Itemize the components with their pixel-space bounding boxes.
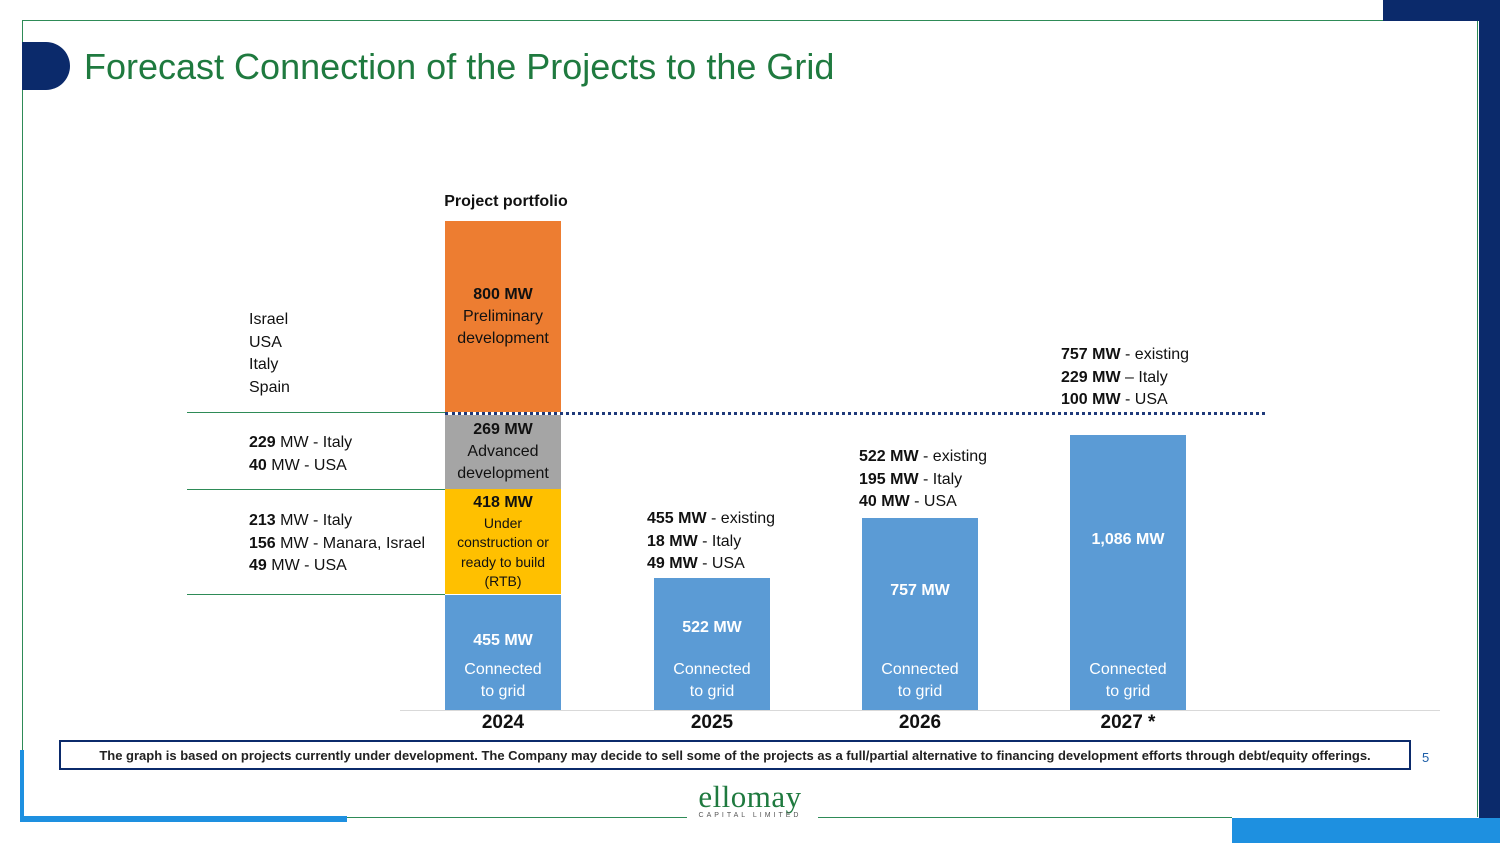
bar-segment-advanced: 269 MW Advanced development	[445, 415, 561, 489]
left-label-row: 49 MW - USA	[249, 557, 347, 574]
bar-value-label: 455 MW	[473, 632, 533, 649]
left-labels-rtb: 213 MW - Italy 156 MW - Manara, Israel 4…	[249, 510, 425, 578]
footer-line-left	[347, 817, 687, 818]
separator-preliminary	[187, 412, 445, 413]
bar-segment-preliminary: 800 MW Preliminary development	[445, 221, 561, 412]
bar-connected-1: 522 MW Connected to grid	[654, 578, 770, 710]
target-dotted-line	[445, 412, 1265, 415]
corner-accent-bottom-left	[20, 750, 24, 820]
bar-desc-label: Connected	[464, 661, 542, 678]
company-logo: ellomay CAPITAL LIMITED	[680, 779, 820, 820]
bar-value-label: 269 MW	[473, 421, 533, 438]
bar-desc-label: to grid	[1105, 683, 1151, 700]
bar-desc-label: Preliminary	[462, 307, 543, 325]
annotation-row: 195 MW - Italy	[859, 470, 963, 488]
left-label-country: Italy	[249, 356, 279, 373]
title-pill-accent	[22, 42, 70, 90]
bar-value-label: 522 MW	[682, 619, 742, 636]
bar-desc-label: Connected	[673, 661, 751, 678]
left-label-country: Israel	[249, 311, 289, 328]
logo-subtitle: CAPITAL LIMITED	[698, 812, 802, 819]
bar-desc-label: construction or	[457, 534, 549, 550]
bar-desc-label: Advanced	[467, 443, 539, 460]
bar-desc-label: (RTB)	[484, 573, 522, 589]
annotation-row: 40 MW - USA	[859, 493, 957, 510]
bar-desc-label: Connected	[1089, 661, 1167, 678]
corner-accent-right	[1479, 0, 1500, 843]
bar-connected-3: 1,086 MW Connected to grid	[1070, 435, 1186, 710]
separator-advanced	[187, 489, 445, 490]
bar-desc-label: to grid	[689, 683, 735, 700]
left-label-row: 213 MW - Italy	[249, 512, 353, 529]
corner-accent-bottom-left-bar	[20, 816, 347, 822]
annotation-row: 100 MW - USA	[1061, 391, 1168, 408]
annotation-2025: 455 MW - existing 18 MW - Italy 49 MW - …	[647, 508, 775, 576]
left-labels-advanced: 229 MW - Italy 40 MW - USA	[249, 432, 352, 477]
annotation-2026: 522 MW - existing 195 MW - Italy 40 MW -…	[859, 446, 987, 514]
bar-desc-label: Connected	[881, 661, 959, 678]
page-title: Forecast Connection of the Projects to t…	[84, 46, 835, 87]
bar-segment-rtb: 418 MW Under construction or ready to bu…	[445, 489, 561, 594]
footer-line-right	[818, 817, 1232, 818]
page-number: 5	[1422, 750, 1430, 765]
bar-connected-2: 757 MW Connected to grid	[862, 518, 978, 710]
separator-rtb	[187, 594, 445, 595]
bar-value-label: 800 MW	[473, 285, 533, 303]
left-label-country: Spain	[249, 378, 290, 396]
slide-frame	[22, 20, 1478, 817]
x-tick-label: 2024	[481, 712, 525, 733]
left-label-row: 40 MW - USA	[249, 456, 347, 474]
annotation-row: 18 MW - Italy	[647, 532, 742, 550]
x-tick-label: 2026	[898, 712, 942, 733]
annotation-2027: 757 MW - existing 229 MW – Italy 100 MW …	[1061, 344, 1189, 412]
annotation-row: 455 MW - existing	[647, 510, 776, 527]
bar-desc-label: to grid	[897, 683, 943, 700]
left-labels-preliminary: Israel USA Italy Spain	[249, 309, 290, 399]
corner-accent-bottom-right	[1232, 818, 1500, 843]
chart-title: Project portfolio	[444, 193, 568, 210]
annotation-row: 229 MW – Italy	[1061, 368, 1168, 386]
disclaimer-note: The graph is based on projects currently…	[59, 740, 1411, 770]
bar-connected-0: 455 MW Connected to grid	[445, 595, 561, 710]
x-tick-label: 2025	[690, 712, 734, 733]
annotation-row: 522 MW - existing	[859, 448, 988, 465]
bar-value-label: 1,086 MW	[1091, 531, 1165, 548]
corner-accent-top	[1383, 0, 1500, 21]
x-axis-line	[400, 710, 1440, 711]
left-label-row: 229 MW - Italy	[249, 434, 353, 451]
bar-desc-label: Under	[483, 514, 523, 531]
bar-value-label: 757 MW	[890, 582, 950, 599]
bar-desc-label: ready to build	[460, 553, 546, 570]
bar-desc-label: to grid	[480, 683, 526, 700]
annotation-row: 757 MW - existing	[1061, 346, 1190, 363]
bar-desc-label: development	[457, 329, 549, 347]
x-tick-label: 2027 *	[1100, 712, 1156, 733]
left-label-row: 156 MW - Manara, Israel	[249, 534, 426, 552]
logo-wordmark: ellomay	[698, 779, 802, 814]
left-label-country: USA	[249, 333, 282, 351]
bar-desc-label: development	[457, 465, 549, 482]
annotation-row: 49 MW - USA	[647, 555, 745, 572]
bar-value-label: 418 MW	[473, 493, 533, 511]
